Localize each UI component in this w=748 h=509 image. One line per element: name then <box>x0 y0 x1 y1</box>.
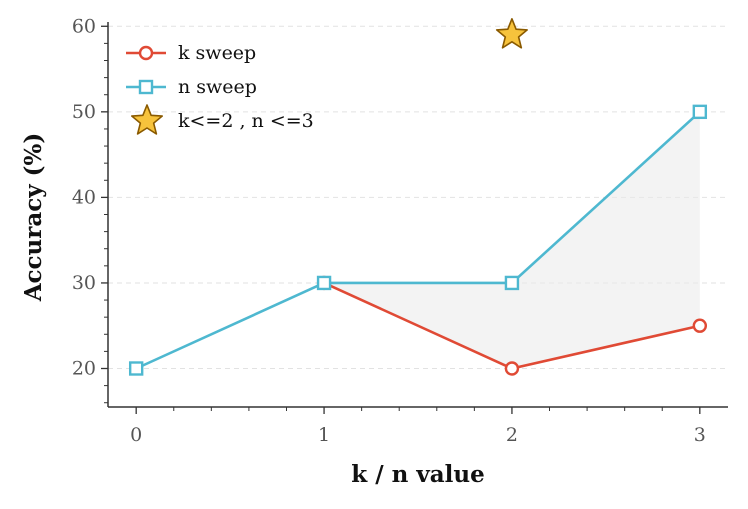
legend-label: n sweep <box>178 76 257 98</box>
y-tick-label: 60 <box>72 15 96 37</box>
legend-marker-circle <box>138 45 154 61</box>
x-tick-label: 2 <box>506 424 518 446</box>
point-n-sweep <box>316 275 332 291</box>
point-k-sweep <box>504 361 520 376</box>
y-tick-label: 50 <box>72 101 96 123</box>
legend-marker-square <box>138 79 154 95</box>
legend-star-icon <box>130 104 164 135</box>
fill-between-area <box>324 111 700 369</box>
x-tick-label: 0 <box>130 424 142 446</box>
x-tick-label: 3 <box>694 424 706 446</box>
y-tick-label: 20 <box>72 358 96 380</box>
point-n-sweep <box>692 104 708 120</box>
legend-label: k sweep <box>178 42 256 64</box>
y-tick-label: 40 <box>72 186 96 208</box>
point-n-sweep <box>504 275 520 291</box>
plot-series <box>128 18 708 376</box>
x-axis-title: k / n value <box>351 461 484 488</box>
x-tick-label: 1 <box>318 424 330 446</box>
legend-label: k<=2 , n <=3 <box>178 110 314 132</box>
legend: k sweep n sweep k<=2 , n <=3 <box>126 42 314 135</box>
y-axis-title: Accuracy (%) <box>20 133 47 303</box>
fill-between-polygon <box>324 111 700 369</box>
highlight-star-icon <box>495 18 528 49</box>
axes: 20 30 40 50 60 0 1 2 3 <box>72 15 728 446</box>
point-n-sweep <box>128 361 144 376</box>
point-k-sweep <box>692 318 708 333</box>
series-line-n-sweep <box>135 110 701 370</box>
y-tick-label: 30 <box>72 272 96 294</box>
